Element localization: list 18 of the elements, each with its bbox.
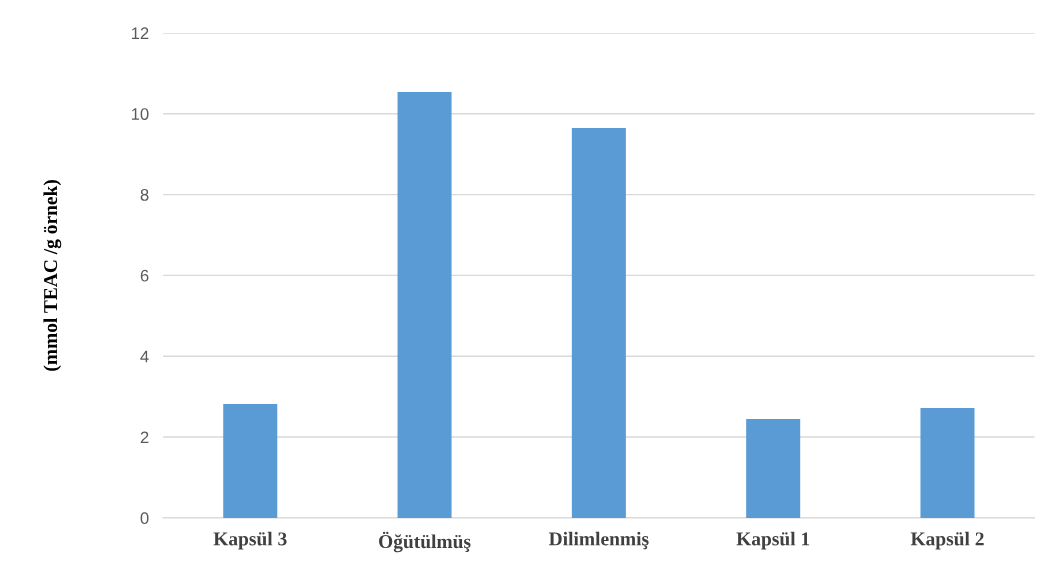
y-tick-label: 12 [131, 27, 149, 39]
x-tick-label: Kapsül 3 [213, 531, 287, 550]
y-tick-label: 10 [131, 108, 149, 120]
bar [397, 91, 452, 518]
y-tick-label: 4 [140, 350, 149, 363]
x-tick-label: Kapsül 1 [736, 531, 810, 550]
y-tick-label: 6 [140, 269, 149, 282]
bar [571, 127, 626, 518]
bar [223, 403, 278, 518]
bar [746, 418, 801, 518]
y-tick-label: 2 [140, 431, 149, 444]
y-tick-label: 8 [140, 188, 149, 201]
y-tick-label: 0 [140, 512, 149, 525]
x-tick-label: Öğütülmüş [379, 531, 471, 553]
x-tick-label: Dilimlenmiş [548, 531, 649, 550]
x-tick-label: Kapsül 2 [910, 531, 984, 550]
y-axis-title: (mmol TEAC /g örnek) [43, 180, 62, 371]
bar [920, 407, 975, 518]
